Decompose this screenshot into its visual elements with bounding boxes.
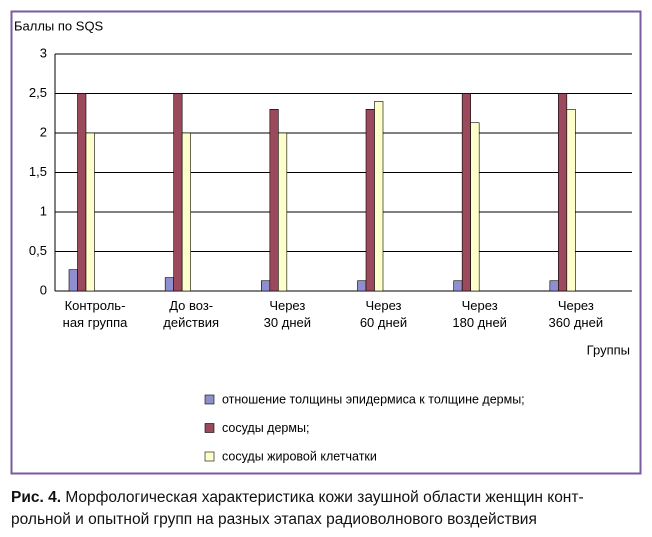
x-tick-label: Контроль- ная группа [62, 298, 128, 330]
bar [374, 101, 384, 292]
caption-text: Морфологическая характеристика кожи зауш… [11, 489, 584, 528]
legend-swatch [204, 451, 215, 462]
y-tick-label: 3 [40, 45, 47, 60]
caption-label: Рис. 4. [11, 489, 62, 506]
chart: Баллы по SQS Группы 0 0,5 1 1,5 2 2,5 3 отношен… [10, 10, 642, 475]
bar [365, 109, 375, 292]
legend-swatch [204, 394, 215, 405]
bar [453, 280, 463, 292]
x-tick-label: Через 180 дней [452, 298, 507, 330]
y-axis-title: Баллы по SQS [14, 18, 104, 33]
bar [566, 109, 576, 292]
frame [10, 10, 642, 475]
x-tick-label: Через 360 дней [548, 298, 604, 330]
x-tick-label: Через 60 дней [359, 298, 408, 330]
x-tick-label: Через 30 дней [263, 298, 311, 330]
bar [549, 280, 559, 292]
y-tick-label: 0,5 [29, 243, 47, 258]
bar [470, 122, 480, 292]
bar [173, 93, 183, 292]
bar [357, 280, 367, 292]
bar [278, 132, 288, 292]
bar [269, 109, 279, 292]
legend-swatch [204, 423, 215, 433]
x-axis-title: Группы [587, 342, 630, 357]
y-tick-label: 0 [40, 282, 47, 297]
y-tick-label: 2,5 [29, 85, 47, 100]
legend-label: сосуды жировой клетчатки [222, 449, 377, 463]
bar [558, 93, 568, 292]
y-tick-label: 1 [40, 203, 47, 218]
y-tick-label: 1,5 [29, 164, 47, 179]
legend-label: отношение толщины эпидермиса к толщине д… [222, 392, 525, 406]
bar [261, 280, 271, 292]
legend-label: сосуды дермы; [222, 421, 309, 435]
y-tick-label: 2 [40, 124, 47, 139]
bar [85, 132, 95, 292]
bar [461, 93, 471, 292]
bar [68, 269, 78, 292]
caption: Рис. 4. Морфологическая характеристика к… [11, 487, 647, 531]
bar [181, 132, 191, 292]
x-tick-label: До воз- действия [163, 298, 220, 330]
bar [77, 93, 87, 292]
bar [164, 277, 174, 292]
